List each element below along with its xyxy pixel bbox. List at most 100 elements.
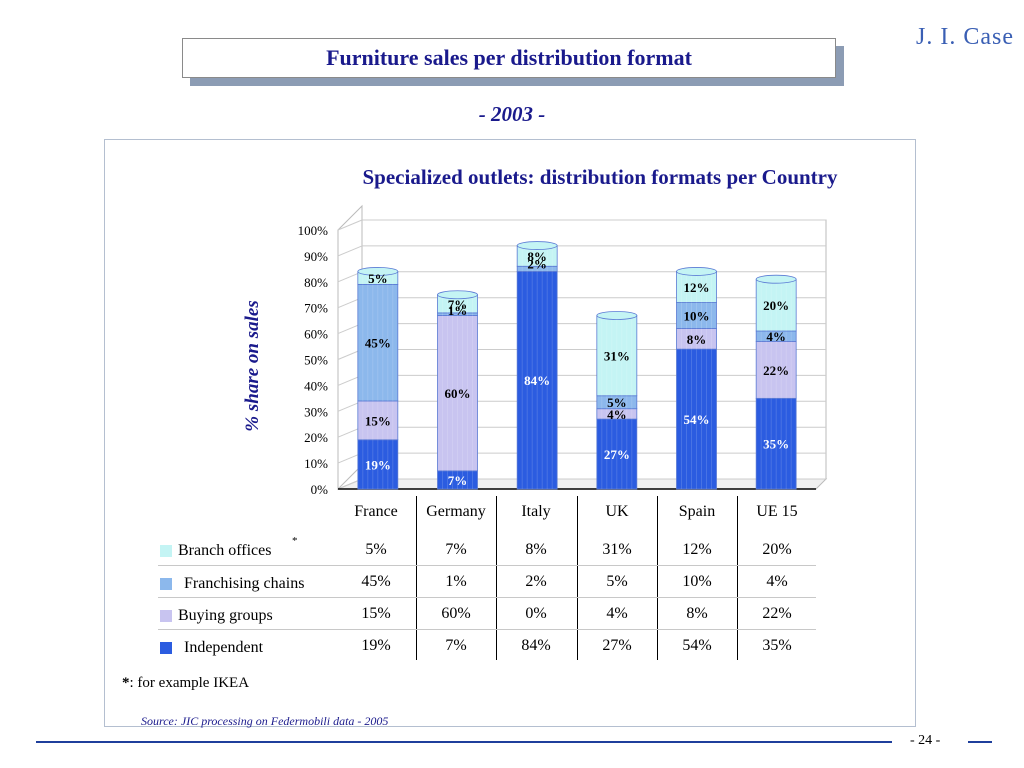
table-cell: 27% <box>602 637 632 654</box>
bar-cap <box>755 274 797 284</box>
legend-swatch <box>160 610 172 622</box>
footnote-text: : for example IKEA <box>129 675 250 691</box>
data-label: 1% <box>448 303 468 318</box>
footer-rule <box>968 741 992 743</box>
category-label: Germany <box>426 503 486 520</box>
bar-segment <box>676 348 717 490</box>
table-cell: 22% <box>762 605 792 622</box>
bar-cap <box>596 311 638 320</box>
data-label: 5% <box>607 395 627 410</box>
footer-rule <box>36 741 892 743</box>
chart-floor <box>337 478 828 490</box>
bar-cap <box>516 241 558 250</box>
source-note: Source: JIC processing on Federmobili da… <box>141 714 389 728</box>
bar-segment <box>516 271 558 490</box>
category-label: France <box>354 503 398 520</box>
table-cell: 2% <box>525 573 547 590</box>
data-label: 5% <box>368 271 388 286</box>
data-label: 20% <box>763 298 789 313</box>
chart-title: Specialized outlets: distribution format… <box>362 165 838 189</box>
data-label: 54% <box>684 412 710 427</box>
table-cell: 12% <box>682 541 712 558</box>
data-label: 7% <box>448 297 468 312</box>
y-tick-label: 10% <box>304 456 328 471</box>
y-tick-label: 50% <box>304 353 328 368</box>
y-tick-label: 100% <box>298 223 329 238</box>
data-label: 7% <box>448 473 468 488</box>
table-cell: 10% <box>682 573 712 590</box>
bar-segment <box>437 315 478 472</box>
legend-row: Buying groups <box>160 603 273 629</box>
y-tick-label: 60% <box>304 327 328 342</box>
table-divider <box>737 496 738 660</box>
y-tick-label: 80% <box>304 275 328 290</box>
y-tick-label: 20% <box>304 430 328 445</box>
footnote-marker: * <box>292 535 298 547</box>
table-divider <box>496 496 497 660</box>
year-label: - 2003 - <box>478 102 546 126</box>
table-cell: 5% <box>365 541 387 558</box>
bar-segment <box>357 400 399 441</box>
y-tick-label: 90% <box>304 249 328 264</box>
table-cell: 4% <box>766 573 788 590</box>
page-number: - 24 - <box>910 733 941 748</box>
bar-segment <box>755 397 797 490</box>
footnote: *: for example IKEA <box>122 675 249 692</box>
page-title: Furniture sales per distribution format <box>326 45 692 70</box>
bar-cap <box>676 267 717 276</box>
gridline <box>337 219 363 231</box>
bar-cap <box>437 290 478 300</box>
legend-row: Independent <box>160 635 263 661</box>
data-label: 4% <box>607 407 627 422</box>
title-box: Furniture sales per distribution format <box>182 38 836 78</box>
legend-label: Independent <box>184 639 264 656</box>
data-label: 8% <box>527 249 547 264</box>
table-cell: 35% <box>762 637 792 654</box>
legend-label: Franchising chains <box>184 575 305 592</box>
chart-side-wall <box>337 204 363 491</box>
legend-swatch <box>160 642 172 654</box>
data-label: 31% <box>604 349 630 364</box>
table-divider <box>577 496 578 660</box>
data-label: 19% <box>365 457 391 472</box>
table-divider <box>416 496 417 660</box>
data-label: 84% <box>524 373 550 388</box>
data-label: 2% <box>527 256 547 271</box>
data-label: 4% <box>766 329 786 344</box>
table-rule <box>158 565 816 566</box>
data-label: 60% <box>445 386 471 401</box>
table-cell: 8% <box>525 541 547 558</box>
table-cell: 60% <box>441 605 471 622</box>
divider <box>104 726 130 727</box>
table-cell: 0% <box>525 605 547 622</box>
gridline <box>337 245 363 257</box>
bar-segment <box>357 283 399 402</box>
category-label: UE 15 <box>756 503 798 520</box>
y-tick-label: 0% <box>311 482 329 497</box>
y-tick-label: 30% <box>304 404 328 419</box>
footnote-marker: * <box>122 675 130 691</box>
legend-label: Branch offices <box>178 542 272 559</box>
bar-cap <box>357 267 399 276</box>
table-cell: 4% <box>606 605 628 622</box>
bar-segment <box>676 302 717 329</box>
table-cell: 15% <box>361 605 391 622</box>
data-label: 35% <box>763 437 789 452</box>
table-cell: 5% <box>606 573 628 590</box>
table-cell: 1% <box>445 573 467 590</box>
table-rule <box>158 597 816 598</box>
data-label: 15% <box>365 413 391 428</box>
table-rule <box>158 629 816 630</box>
legend-row: Branch offices <box>160 538 271 564</box>
data-label: 27% <box>604 447 630 462</box>
legend-row: Franchising chains <box>160 571 304 597</box>
data-label: 8% <box>687 332 707 347</box>
table-divider <box>657 496 658 660</box>
bar-segment <box>357 439 399 490</box>
legend-swatch <box>160 545 172 557</box>
category-label: UK <box>605 503 629 520</box>
company-logo: J. I. Case <box>916 24 1014 50</box>
table-cell: 19% <box>361 637 391 654</box>
data-label: 12% <box>684 280 710 295</box>
table-cell: 84% <box>521 637 551 654</box>
